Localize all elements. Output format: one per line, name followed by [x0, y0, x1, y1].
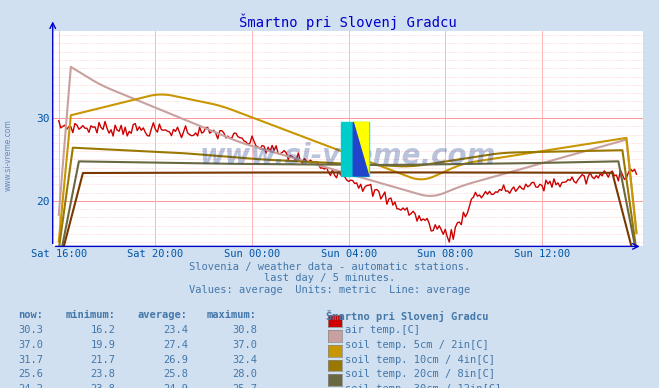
Text: 24.2: 24.2 — [18, 384, 43, 388]
Text: 23.8: 23.8 — [90, 384, 115, 388]
Text: last day / 5 minutes.: last day / 5 minutes. — [264, 273, 395, 283]
Text: soil temp. 5cm / 2in[C]: soil temp. 5cm / 2in[C] — [345, 340, 488, 350]
Text: 16.2: 16.2 — [90, 325, 115, 335]
Text: now:: now: — [18, 310, 43, 320]
Polygon shape — [353, 122, 369, 176]
Text: 37.0: 37.0 — [18, 340, 43, 350]
Text: minimum:: minimum: — [65, 310, 115, 320]
Text: 24.9: 24.9 — [163, 384, 188, 388]
Text: 26.9: 26.9 — [163, 355, 188, 365]
Text: 21.7: 21.7 — [90, 355, 115, 365]
Title: Šmartno pri Slovenj Gradcu: Šmartno pri Slovenj Gradcu — [239, 13, 457, 30]
Text: soil temp. 20cm / 8in[C]: soil temp. 20cm / 8in[C] — [345, 369, 495, 379]
Text: maximum:: maximum: — [207, 310, 257, 320]
Text: Šmartno pri Slovenj Gradcu: Šmartno pri Slovenj Gradcu — [326, 310, 489, 322]
Bar — [341, 122, 369, 176]
Text: 25.7: 25.7 — [232, 384, 257, 388]
Text: soil temp. 30cm / 12in[C]: soil temp. 30cm / 12in[C] — [345, 384, 501, 388]
Text: 31.7: 31.7 — [18, 355, 43, 365]
Polygon shape — [353, 122, 369, 176]
Text: Slovenia / weather data - automatic stations.: Slovenia / weather data - automatic stat… — [189, 262, 470, 272]
Text: 30.3: 30.3 — [18, 325, 43, 335]
Text: www.si-vreme.com: www.si-vreme.com — [200, 142, 496, 170]
Text: average:: average: — [138, 310, 188, 320]
Text: 37.0: 37.0 — [232, 340, 257, 350]
Text: 32.4: 32.4 — [232, 355, 257, 365]
Text: 28.0: 28.0 — [232, 369, 257, 379]
Text: 27.4: 27.4 — [163, 340, 188, 350]
Text: soil temp. 10cm / 4in[C]: soil temp. 10cm / 4in[C] — [345, 355, 495, 365]
Text: 23.4: 23.4 — [163, 325, 188, 335]
Text: www.si-vreme.com: www.si-vreme.com — [3, 119, 13, 191]
Text: 19.9: 19.9 — [90, 340, 115, 350]
Text: 25.8: 25.8 — [163, 369, 188, 379]
Text: Values: average  Units: metric  Line: average: Values: average Units: metric Line: aver… — [189, 285, 470, 295]
Text: 25.6: 25.6 — [18, 369, 43, 379]
Text: 23.8: 23.8 — [90, 369, 115, 379]
Text: 30.8: 30.8 — [232, 325, 257, 335]
Text: air temp.[C]: air temp.[C] — [345, 325, 420, 335]
